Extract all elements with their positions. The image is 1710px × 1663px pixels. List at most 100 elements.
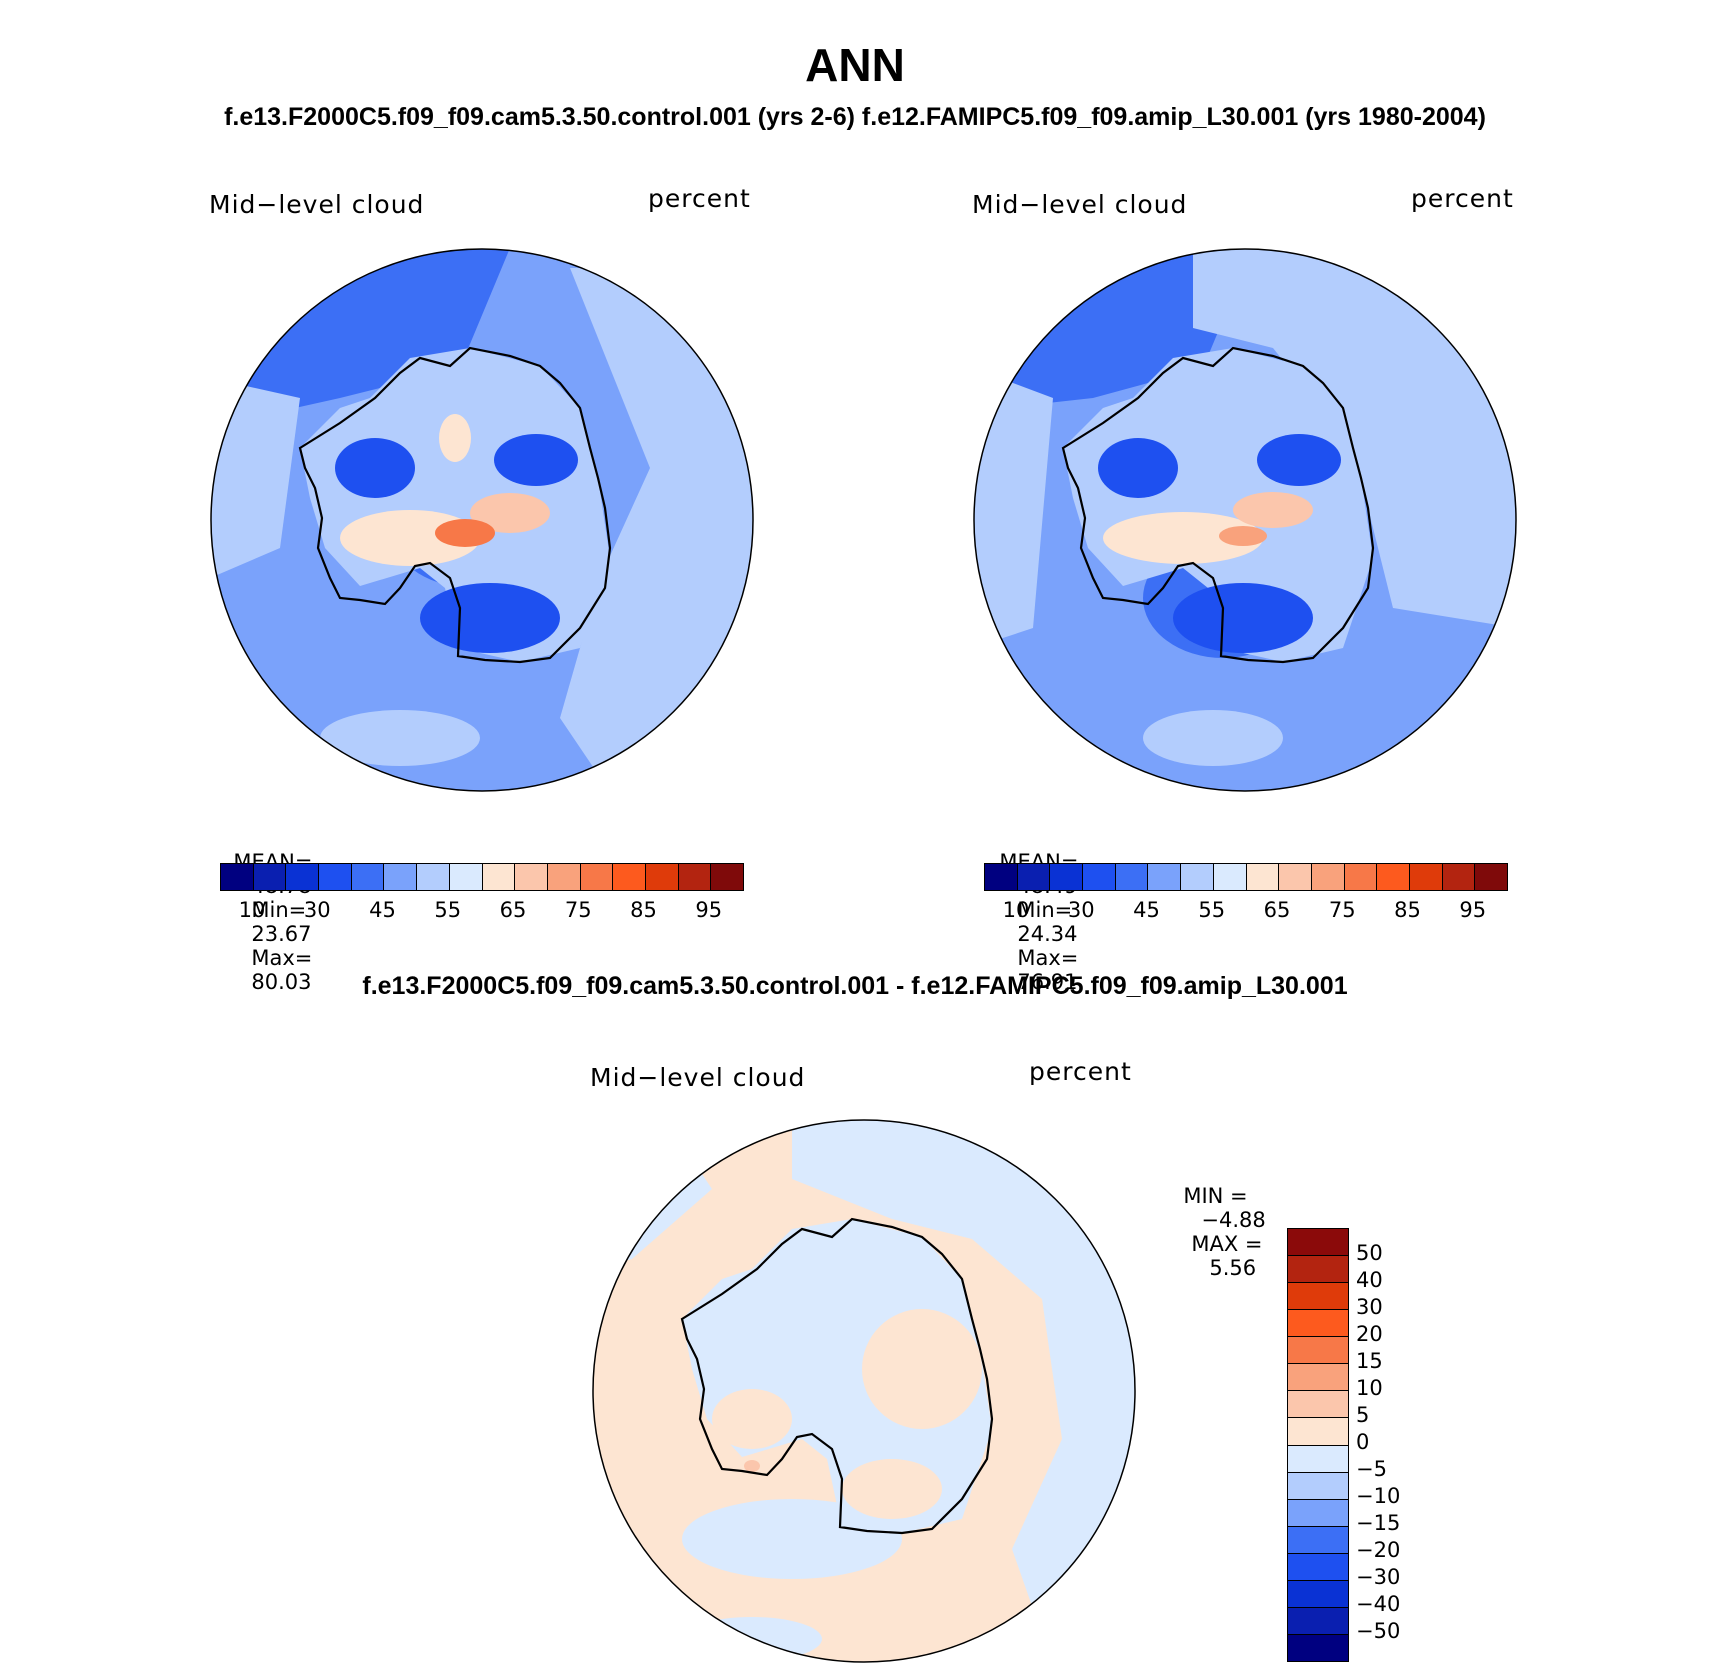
panel1-variable-label: Mid−level cloud <box>209 190 425 219</box>
colorbar-swatch <box>546 864 580 890</box>
panel2-colorbar <box>984 863 1508 891</box>
diff-min-value: −4.88 <box>1201 1208 1266 1232</box>
colorbar-swatch <box>1288 1336 1348 1364</box>
diff-stats: MIN = −4.88 MAX = 5.56 <box>1170 1160 1266 1280</box>
colorbar-tick-label: 20 <box>1356 1322 1383 1346</box>
colorbar-swatch <box>318 864 351 890</box>
colorbar-tick-label: −5 <box>1356 1457 1387 1481</box>
panel1-max-value: 80.03 <box>251 970 312 994</box>
colorbar-swatch <box>1288 1444 1348 1472</box>
colorbar-swatch <box>1114 864 1148 890</box>
diff-max-label: MAX = <box>1191 1232 1263 1256</box>
colorbar-swatch <box>644 864 678 890</box>
colorbar-swatch <box>1180 864 1213 890</box>
colorbar-swatch <box>1245 864 1279 890</box>
diff-max-value: 5.56 <box>1209 1256 1257 1280</box>
colorbar-swatch <box>985 864 1017 890</box>
colorbar-tick-label: 15 <box>1356 1349 1383 1373</box>
panel2-max-value: 76.91 <box>1017 970 1078 994</box>
colorbar-tick-label: 30 <box>1067 898 1095 922</box>
colorbar-tick-label: 5 <box>1356 1403 1370 1427</box>
colorbar-swatch <box>1288 1390 1348 1418</box>
panel2-map <box>973 248 1517 792</box>
colorbar-swatch <box>612 864 645 890</box>
difference-title: f.e13.F2000C5.f09_f09.cam5.3.50.control.… <box>362 972 1348 1000</box>
colorbar-swatch <box>1278 864 1311 890</box>
difference-map <box>592 1119 1136 1663</box>
panel2-variable-label: Mid−level cloud <box>972 190 1188 219</box>
colorbar-swatch <box>1288 1633 1348 1661</box>
panel1-colorbar <box>220 863 744 891</box>
colorbar-swatch <box>710 864 743 890</box>
colorbar-swatch <box>285 864 319 890</box>
colorbar-tick-label: 75 <box>1328 898 1356 922</box>
panel2-min-value: 24.34 <box>1017 922 1078 946</box>
panel1-min-label: Min= <box>251 898 307 922</box>
colorbar-tick-label: 10 <box>1002 898 1030 922</box>
colorbar-swatch <box>1147 864 1181 890</box>
colorbar-swatch <box>1288 1525 1348 1553</box>
colorbar-tick-label: 65 <box>499 898 527 922</box>
colorbar-swatch <box>1343 864 1377 890</box>
diff-variable-label: Mid−level cloud <box>590 1063 806 1092</box>
colorbar-tick-label: 55 <box>1198 898 1226 922</box>
colorbar-swatch <box>1376 864 1409 890</box>
colorbar-swatch <box>1288 1579 1348 1607</box>
colorbar-swatch <box>1288 1498 1348 1526</box>
colorbar-tick-label: 95 <box>695 898 723 922</box>
colorbar-tick-label: 30 <box>303 898 331 922</box>
panel2-min-label: Min= <box>1017 898 1073 922</box>
colorbar-tick-label: 40 <box>1356 1268 1383 1292</box>
colorbar-tick-label: 10 <box>1356 1376 1383 1400</box>
colorbar-tick-label: 30 <box>1356 1295 1383 1319</box>
colorbar-tick-label: 85 <box>630 898 657 922</box>
colorbar-swatch <box>1310 864 1344 890</box>
subtitle: f.e13.F2000C5.f09_f09.cam5.3.50.control.… <box>224 103 1486 131</box>
colorbar-swatch <box>1288 1606 1348 1634</box>
colorbar-tick-label: 0 <box>1356 1430 1370 1454</box>
panel2-max-label: Max= <box>1017 946 1079 970</box>
colorbar-tick-label: 95 <box>1459 898 1487 922</box>
colorbar-tick-label: −40 <box>1356 1592 1401 1616</box>
colorbar-swatch <box>481 864 515 890</box>
difference-colorbar <box>1287 1228 1349 1662</box>
colorbar-swatch <box>350 864 384 890</box>
colorbar-swatch <box>1441 864 1475 890</box>
colorbar-swatch <box>579 864 613 890</box>
panel1-colorbar-ticks: 10 30 45 55 65 75 85 95 <box>220 898 742 924</box>
colorbar-swatch <box>1288 1552 1348 1580</box>
main-title: ANN <box>805 39 905 91</box>
colorbar-tick-label: 85 <box>1394 898 1421 922</box>
colorbar-tick-label: −10 <box>1356 1484 1401 1508</box>
colorbar-swatch <box>448 864 482 890</box>
colorbar-swatch <box>1288 1309 1348 1337</box>
colorbar-tick-label: −20 <box>1356 1538 1401 1562</box>
colorbar-swatch <box>1288 1229 1348 1256</box>
panel1-units-label: percent <box>648 184 751 213</box>
colorbar-swatch <box>383 864 417 890</box>
colorbar-swatch <box>514 864 547 890</box>
colorbar-swatch <box>416 864 449 890</box>
colorbar-tick-label: 45 <box>369 898 396 922</box>
colorbar-tick-label: −15 <box>1356 1511 1401 1535</box>
colorbar-swatch <box>1212 864 1246 890</box>
colorbar-tick-label: 45 <box>1133 898 1160 922</box>
colorbar-swatch <box>1474 864 1507 890</box>
colorbar-swatch <box>1288 1282 1348 1310</box>
panel1-map <box>210 248 754 792</box>
colorbar-tick-label: 65 <box>1263 898 1291 922</box>
colorbar-swatch <box>677 864 711 890</box>
colorbar-swatch <box>1288 1363 1348 1391</box>
difference-colorbar-ticks: 50 40 30 20 15 10 5 0 −5 −10 −15 −20 −30 −40 −50 <box>1356 1228 1456 1660</box>
colorbar-swatch <box>221 864 253 890</box>
colorbar-swatch <box>1408 864 1442 890</box>
colorbar-tick-label: 55 <box>434 898 462 922</box>
colorbar-swatch <box>1288 1417 1348 1445</box>
colorbar-swatch <box>252 864 286 890</box>
colorbar-swatch <box>1288 1255 1348 1283</box>
panel1-max-label: Max= <box>251 946 313 970</box>
colorbar-swatch <box>1049 864 1083 890</box>
colorbar-tick-label: 10 <box>238 898 266 922</box>
colorbar-tick-label: −50 <box>1356 1619 1401 1643</box>
colorbar-tick-label: 50 <box>1356 1241 1383 1265</box>
